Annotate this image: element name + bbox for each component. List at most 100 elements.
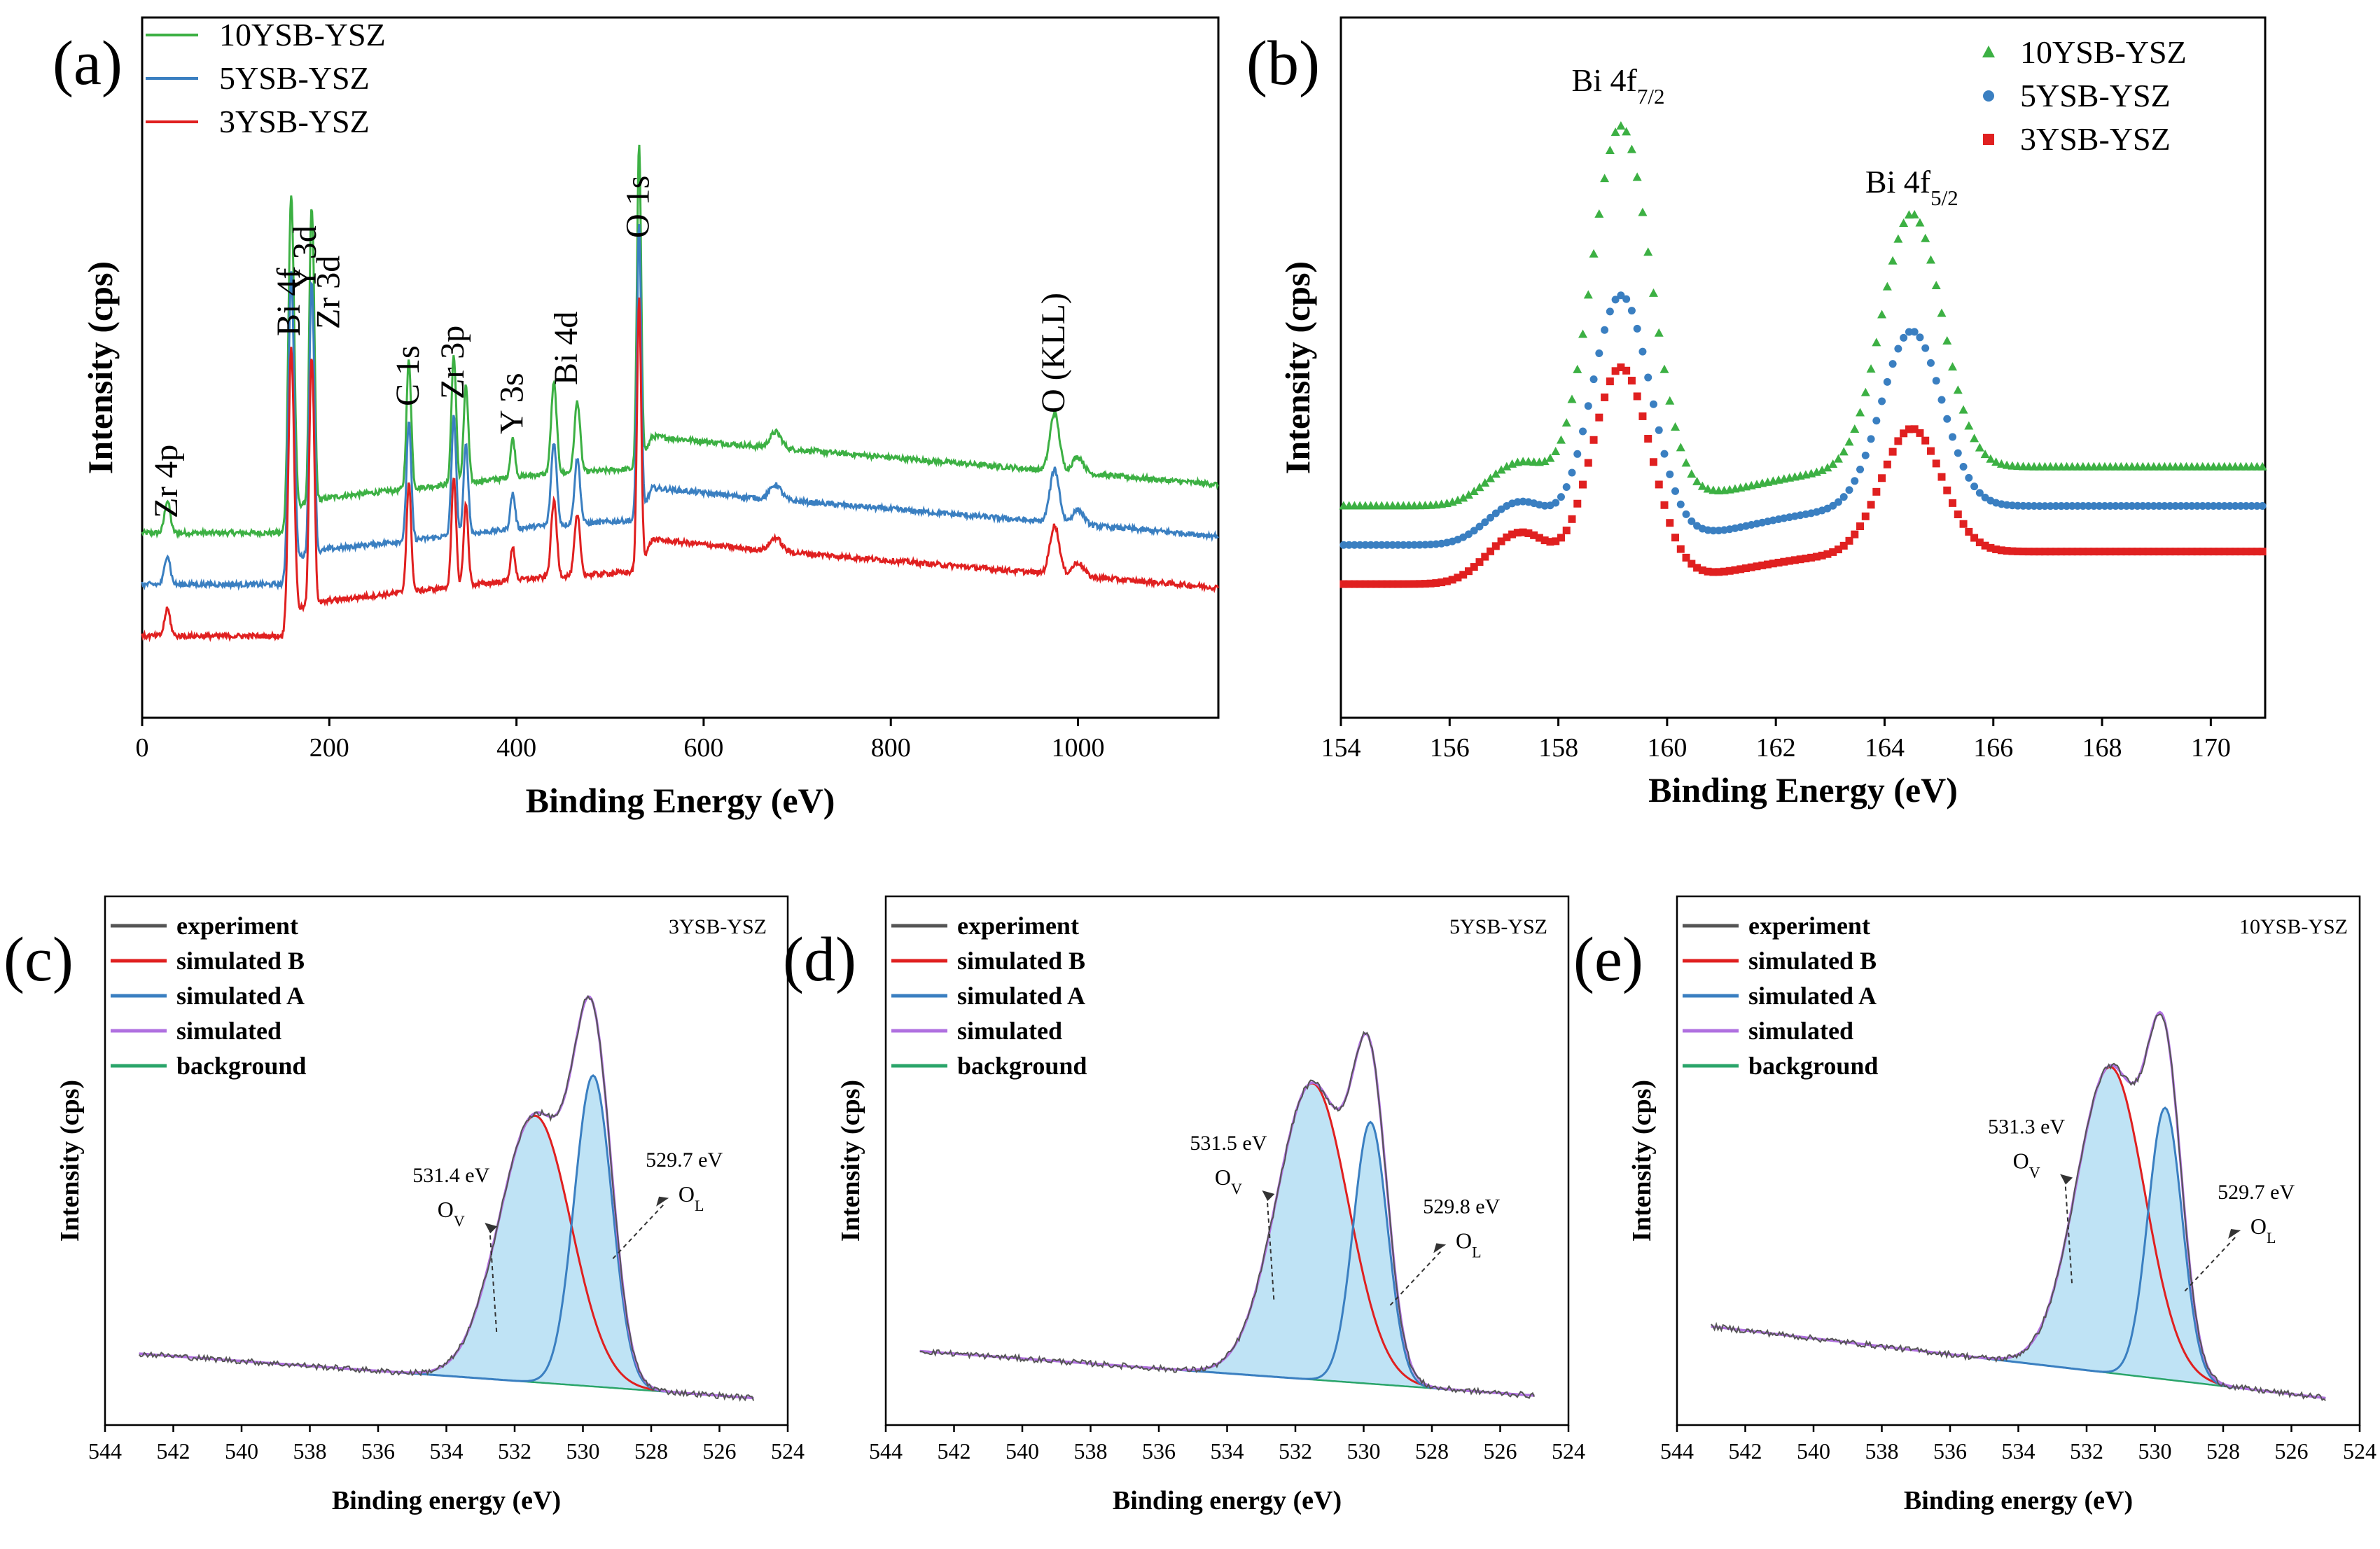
data-point: [1627, 144, 1636, 153]
x-tick-label: 540: [1797, 1438, 1830, 1464]
data-point: [1562, 527, 1571, 535]
data-point: [1568, 515, 1576, 523]
data-point: [1649, 458, 1657, 466]
data-point: [1915, 218, 1925, 227]
data-point: [1709, 527, 1718, 535]
data-point: [1932, 377, 1940, 385]
x-tick-label: 524: [771, 1438, 805, 1464]
data-point: [2063, 502, 2071, 510]
data-point: [1394, 580, 1403, 588]
data-point: [1698, 566, 1706, 574]
data-point: [1888, 256, 1898, 265]
fitted-area: [139, 1075, 754, 1398]
data-point: [1692, 476, 1702, 485]
data-point: [1339, 580, 1348, 588]
data-point: [1486, 473, 1496, 482]
data-point: [2002, 460, 2012, 469]
data-point: [1666, 470, 1674, 478]
data-point: [1611, 296, 1620, 304]
data-point: [2122, 502, 2131, 510]
peak-b-state-main: O: [438, 1197, 454, 1222]
y-axis-label: Intensity (cps): [1278, 261, 1317, 474]
peak-b-arrowhead: [485, 1223, 498, 1234]
legend-entry: simulated: [176, 1017, 281, 1045]
experiment-line: [919, 1031, 1536, 1399]
data-point: [1839, 493, 1848, 501]
data-point: [1872, 417, 1881, 425]
data-point: [1589, 249, 1599, 258]
peak-annotation: Y 3s: [493, 373, 530, 434]
data-point: [1448, 576, 1456, 584]
data-point: [1361, 580, 1370, 588]
peak-b-state-sub: V: [1231, 1180, 1242, 1197]
data-point: [1715, 568, 1723, 576]
data-point: [2166, 502, 2174, 510]
data-point: [1829, 501, 1837, 510]
legend-entry: simulated A: [957, 982, 1085, 1010]
data-point: [2177, 548, 2185, 556]
peak-annotation: Zr 3d: [309, 256, 347, 329]
peak-a-arrowhead: [656, 1196, 669, 1207]
data-point: [1551, 446, 1561, 455]
x-tick-label: 526: [1484, 1438, 1517, 1464]
data-point: [2226, 502, 2234, 510]
data-point: [1655, 480, 1663, 489]
data-point: [1497, 537, 1505, 546]
data-point: [1453, 495, 1463, 504]
data-point: [2003, 547, 2011, 555]
data-point: [2171, 548, 2180, 556]
data-point: [1839, 541, 1848, 550]
x-tick-label: 544: [88, 1438, 122, 1464]
x-tick-label: 164: [1865, 733, 1905, 763]
data-point: [2079, 548, 2087, 556]
x-axis-label: Binding energy (eV): [332, 1486, 561, 1515]
data-point: [1703, 484, 1713, 493]
data-point: [1622, 295, 1631, 303]
x-tick-label: 524: [1552, 1438, 1585, 1464]
panel-label: (b): [1246, 29, 1320, 98]
data-point: [1389, 541, 1397, 549]
data-point: [1601, 393, 1609, 401]
data-point: [1638, 207, 1648, 216]
data-point: [1737, 565, 1745, 574]
data-point: [1833, 454, 1843, 463]
data-point: [1851, 477, 1859, 485]
peak-b-energy: 531.3 eV: [1988, 1116, 2065, 1139]
data-point: [1860, 387, 1870, 396]
data-point: [2101, 502, 2109, 510]
data-point: [1530, 531, 1538, 539]
data-point: [1986, 454, 1996, 463]
data-point: [1399, 541, 1407, 549]
data-point: [1676, 443, 1685, 452]
data-point: [1487, 547, 1495, 555]
data-point: [1747, 563, 1755, 571]
x-tick-label: 536: [1933, 1438, 1967, 1464]
data-point: [1921, 436, 1930, 445]
data-point: [1856, 408, 1865, 417]
data-point: [2226, 548, 2234, 556]
data-point: [1894, 437, 1902, 445]
data-point: [1856, 465, 1865, 473]
data-point: [2057, 502, 2066, 510]
peak-annotation: Y 3d: [286, 225, 323, 291]
x-tick-label: 524: [2343, 1438, 2376, 1464]
data-point: [1589, 436, 1598, 444]
data-point: [1416, 580, 1424, 588]
peak-a-arrowhead: [1433, 1243, 1447, 1253]
data-point: [1970, 482, 1979, 491]
data-point: [1627, 377, 1636, 385]
peak-b-arrowhead: [1262, 1190, 1275, 1202]
data-point: [1932, 459, 1940, 468]
peak-b-pointer: [489, 1228, 498, 1333]
data-point: [2024, 501, 2033, 510]
data-point: [1546, 538, 1554, 546]
data-point: [1600, 174, 1610, 183]
data-point: [1697, 481, 1707, 490]
data-point: [1964, 421, 1974, 430]
data-point: [1470, 563, 1478, 571]
data-point: [2193, 548, 2201, 556]
data-point: [2014, 547, 2022, 555]
data-point: [1834, 546, 1842, 554]
data-point: [2073, 502, 2082, 510]
data-point: [1481, 553, 1489, 561]
